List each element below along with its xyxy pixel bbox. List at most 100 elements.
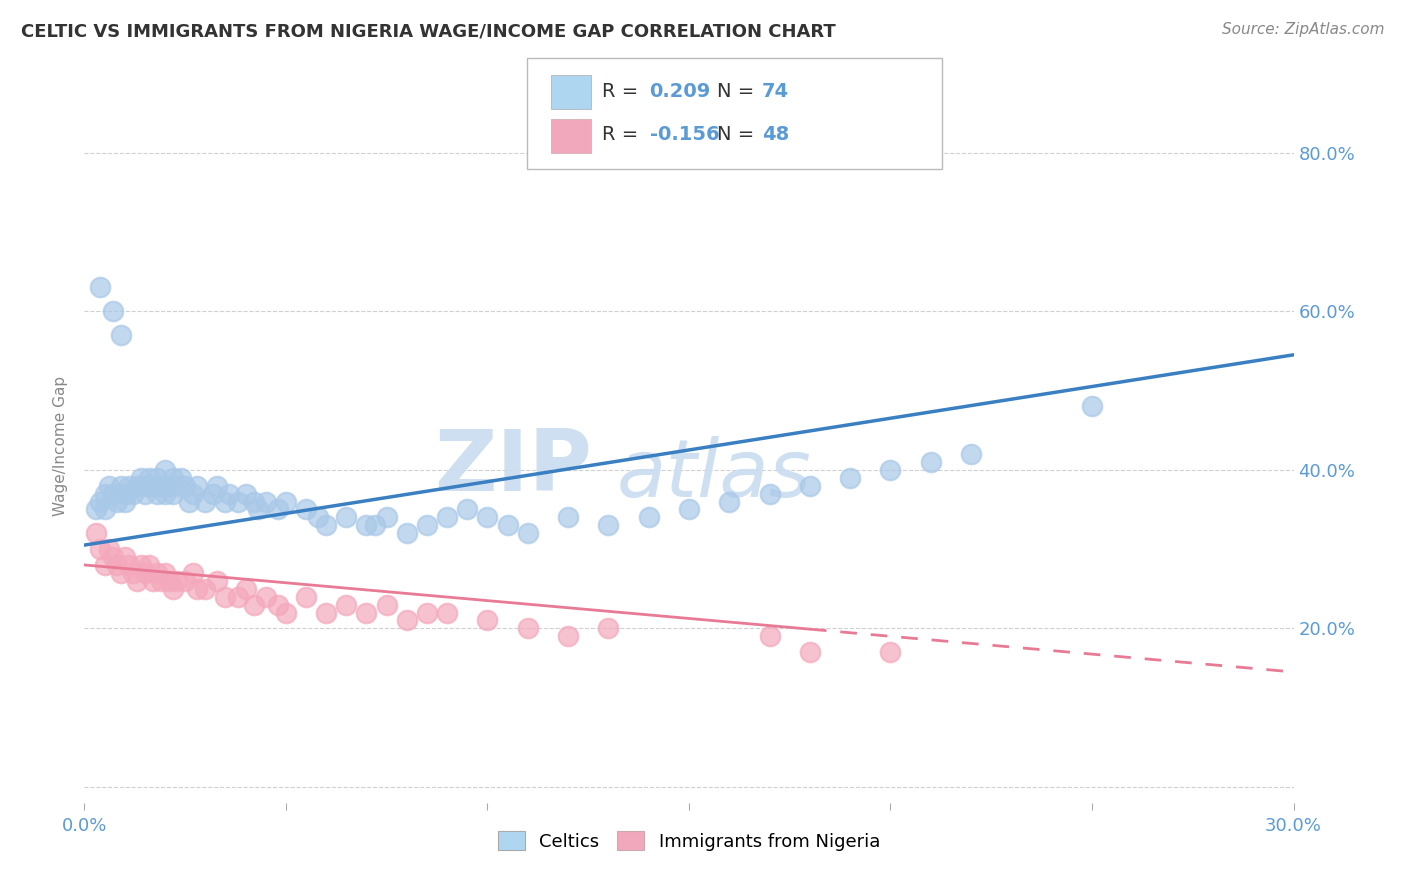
Point — [879, 645, 901, 659]
Point — [118, 478, 141, 492]
Point — [110, 478, 132, 492]
Point — [146, 486, 169, 500]
Point — [129, 558, 152, 572]
Point — [93, 502, 115, 516]
Text: 48: 48 — [762, 125, 789, 144]
Point — [101, 486, 124, 500]
Point — [839, 471, 862, 485]
Point — [335, 598, 357, 612]
Point — [356, 606, 378, 620]
Point — [125, 478, 148, 492]
Point — [166, 478, 188, 492]
Point — [186, 582, 208, 596]
Point — [114, 494, 136, 508]
Point — [157, 574, 180, 588]
Text: N =: N = — [717, 82, 761, 101]
Point — [194, 494, 217, 508]
Point — [146, 471, 169, 485]
Point — [157, 478, 180, 492]
Point — [162, 471, 184, 485]
Text: 74: 74 — [762, 82, 789, 101]
Point — [557, 629, 579, 643]
Point — [118, 558, 141, 572]
Text: 0.209: 0.209 — [650, 82, 711, 101]
Point — [254, 494, 277, 508]
Point — [267, 598, 290, 612]
Point — [274, 606, 297, 620]
Point — [218, 486, 240, 500]
Point — [307, 510, 329, 524]
Point — [121, 566, 143, 580]
Point — [758, 629, 780, 643]
Point — [598, 518, 620, 533]
Y-axis label: Wage/Income Gap: Wage/Income Gap — [53, 376, 69, 516]
Point — [226, 494, 249, 508]
Text: CELTIC VS IMMIGRANTS FROM NIGERIA WAGE/INCOME GAP CORRELATION CHART: CELTIC VS IMMIGRANTS FROM NIGERIA WAGE/I… — [21, 22, 835, 40]
Point — [799, 645, 821, 659]
Point — [295, 590, 318, 604]
Point — [356, 518, 378, 533]
Point — [93, 486, 115, 500]
Point — [242, 494, 264, 508]
Text: R =: R = — [602, 125, 644, 144]
Point — [194, 582, 217, 596]
Point — [718, 494, 741, 508]
Point — [105, 494, 128, 508]
Point — [153, 486, 176, 500]
Point — [202, 486, 225, 500]
Point — [162, 582, 184, 596]
Point — [879, 463, 901, 477]
Text: -0.156: -0.156 — [650, 125, 720, 144]
Point — [138, 478, 160, 492]
Point — [174, 574, 197, 588]
Point — [153, 566, 176, 580]
Point — [315, 606, 337, 620]
Point — [110, 566, 132, 580]
Text: atlas: atlas — [616, 435, 811, 514]
Point — [375, 510, 398, 524]
Point — [134, 486, 156, 500]
Point — [89, 542, 111, 557]
Point — [254, 590, 277, 604]
Text: N =: N = — [717, 125, 761, 144]
Point — [637, 510, 659, 524]
Point — [125, 574, 148, 588]
Point — [274, 494, 297, 508]
Point — [799, 478, 821, 492]
Text: ZIP: ZIP — [434, 425, 592, 509]
Point — [960, 447, 983, 461]
Point — [315, 518, 337, 533]
Point — [105, 558, 128, 572]
Point — [246, 502, 269, 516]
Point — [174, 478, 197, 492]
Point — [146, 566, 169, 580]
Point — [758, 486, 780, 500]
Point — [101, 304, 124, 318]
Point — [89, 280, 111, 294]
Point — [114, 549, 136, 564]
Point — [181, 566, 204, 580]
Point — [395, 526, 418, 541]
Point — [93, 558, 115, 572]
Point — [477, 510, 499, 524]
Point — [375, 598, 398, 612]
Point — [416, 518, 439, 533]
Point — [170, 471, 193, 485]
Point — [86, 526, 108, 541]
Point — [121, 486, 143, 500]
Point — [153, 463, 176, 477]
Point — [110, 328, 132, 343]
Point — [416, 606, 439, 620]
Point — [142, 574, 165, 588]
Point — [267, 502, 290, 516]
Point — [598, 621, 620, 635]
Text: Source: ZipAtlas.com: Source: ZipAtlas.com — [1222, 22, 1385, 37]
Point — [89, 494, 111, 508]
Point — [114, 486, 136, 500]
Text: R =: R = — [602, 82, 644, 101]
Point — [162, 486, 184, 500]
Point — [1081, 400, 1104, 414]
Point — [142, 478, 165, 492]
Point — [214, 590, 236, 604]
Point — [235, 582, 257, 596]
